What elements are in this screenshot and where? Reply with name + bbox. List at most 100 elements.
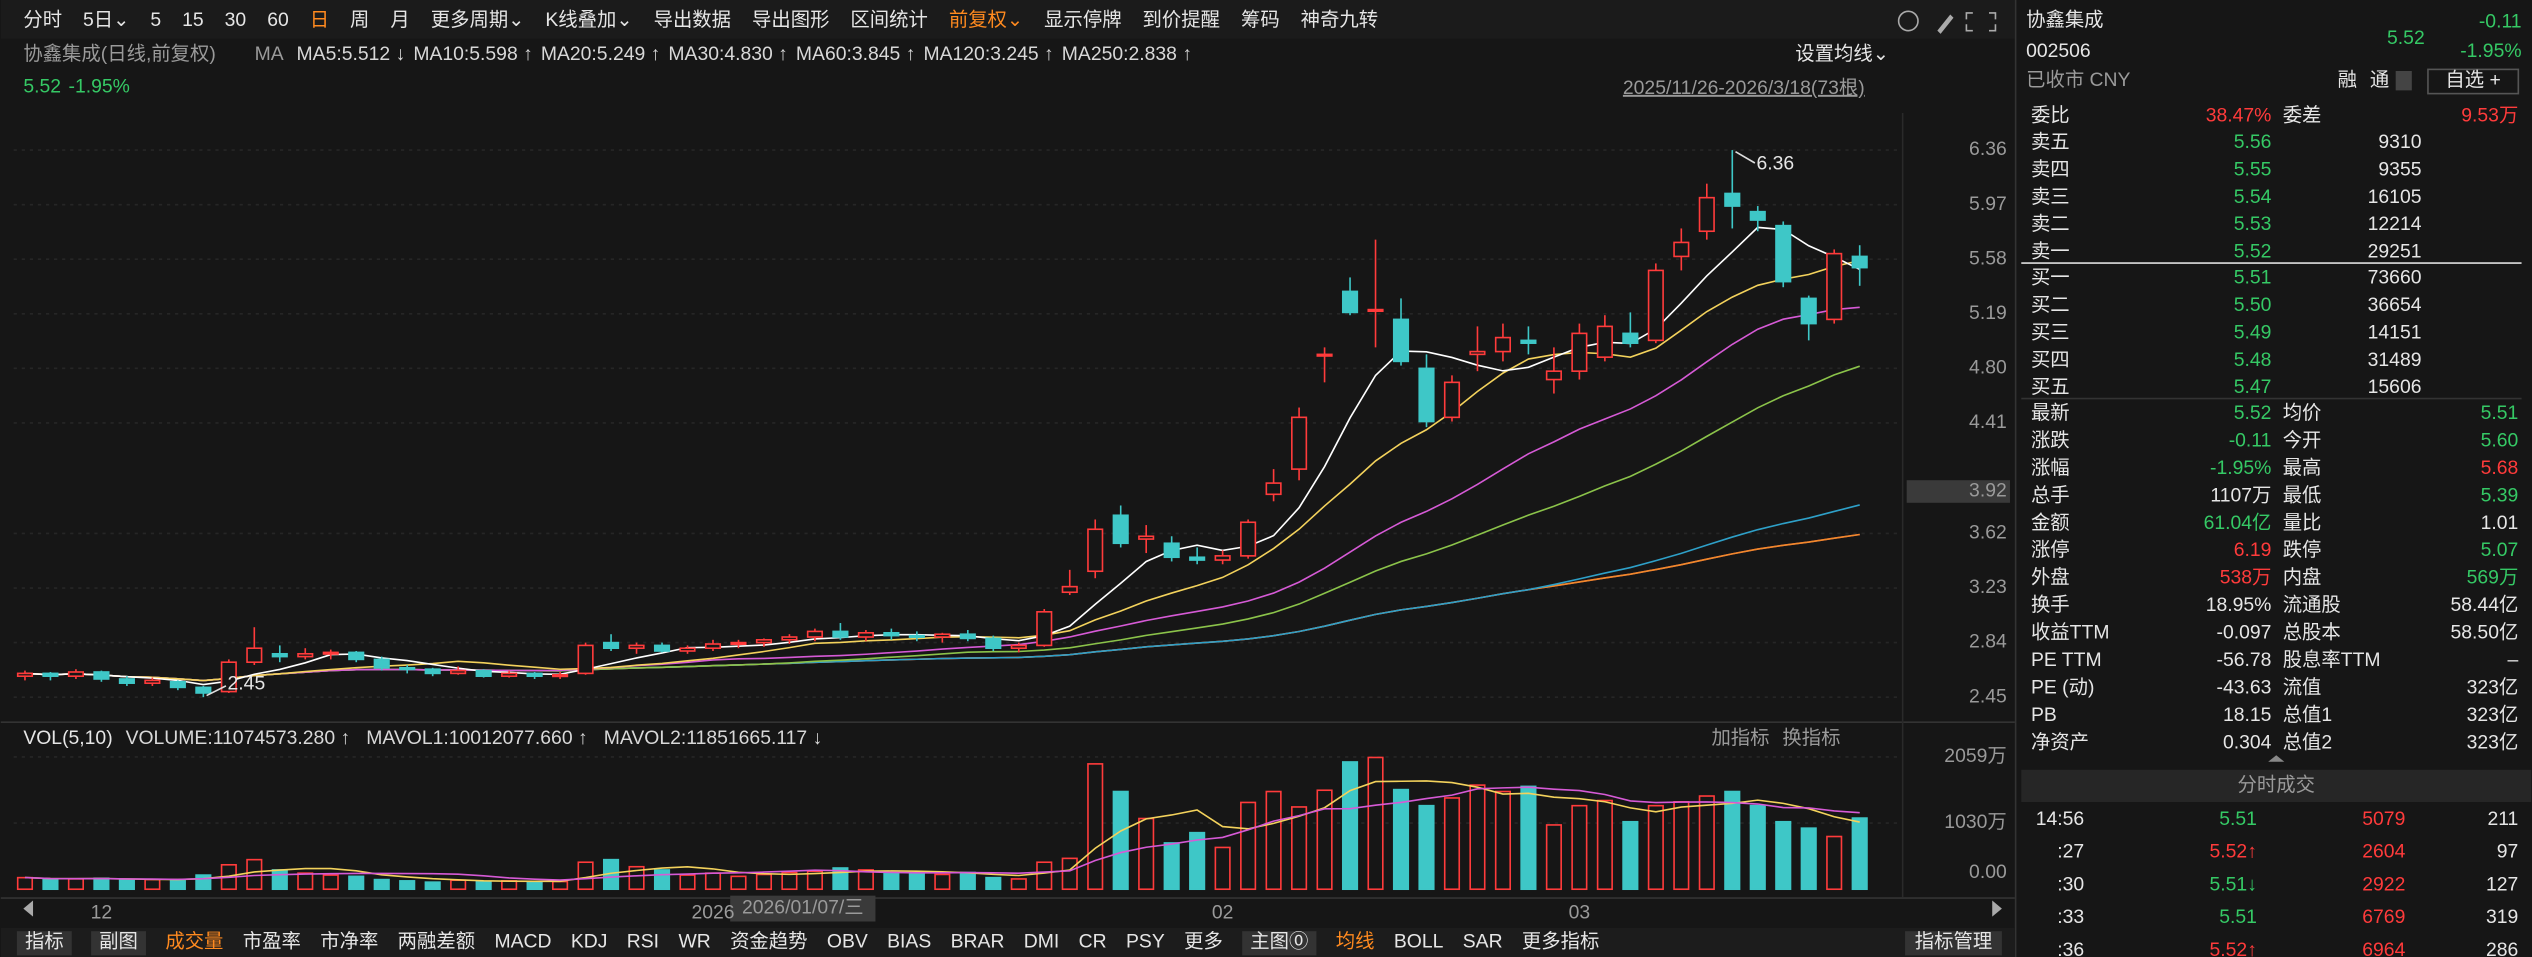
tab[interactable]: MACD xyxy=(494,931,551,953)
stat-value: 569万 xyxy=(2467,567,2519,589)
candle-body xyxy=(424,668,441,675)
brush-icon[interactable] xyxy=(1937,14,1954,34)
tab[interactable]: 成交量 xyxy=(165,931,223,953)
candle-body xyxy=(602,641,620,650)
book-price: 5.51 xyxy=(2234,266,2272,288)
watchlist-button[interactable] xyxy=(2427,68,2520,95)
tab[interactable]: BRAR xyxy=(951,931,1005,953)
tab[interactable]: 更多 xyxy=(1184,931,1223,953)
tab[interactable]: 副图 xyxy=(99,931,138,953)
stock-code: 002506 xyxy=(2026,40,2091,62)
quote-button[interactable]: 融 xyxy=(2338,69,2357,91)
book-price: 5.56 xyxy=(2234,131,2272,153)
candle-body xyxy=(1138,535,1155,540)
tab[interactable]: SAR xyxy=(1463,931,1503,953)
toolbar-item[interactable]: 更多周期⌄ xyxy=(431,9,525,31)
menu-icon[interactable] xyxy=(1897,10,1919,32)
candle-body xyxy=(1775,224,1792,283)
candle-body xyxy=(1698,196,1715,233)
stat-label: 外盘 xyxy=(2031,567,2070,589)
tab[interactable]: 市净率 xyxy=(320,931,378,953)
trade-time: :36 xyxy=(2057,939,2084,957)
tab[interactable]: KDJ xyxy=(571,931,608,953)
book-label: 买五 xyxy=(2031,376,2070,398)
tab[interactable]: 两融差额 xyxy=(398,931,475,953)
volume-bar xyxy=(1163,842,1180,891)
stat-label: 总值2 xyxy=(2283,731,2333,753)
settings[interactable]: 设置均线⌄ xyxy=(1795,43,1889,65)
candle-body xyxy=(1826,252,1843,321)
stat-label: 内盘 xyxy=(2283,567,2322,589)
tab[interactable]: RSI xyxy=(627,931,659,953)
volume-bar xyxy=(1571,804,1588,891)
toolbar-item[interactable]: 筹码 xyxy=(1241,9,1280,31)
candle-body xyxy=(1367,308,1384,313)
toolbar-item[interactable]: 周 xyxy=(350,9,369,31)
stat-label: 收益TTM xyxy=(2031,622,2109,644)
toolbar-item[interactable]: 60 xyxy=(267,9,289,31)
toolbar-item[interactable]: 月 xyxy=(390,9,409,31)
volume-bar xyxy=(1061,857,1078,891)
candle-body xyxy=(704,643,722,650)
tab[interactable]: BIAS xyxy=(887,931,931,953)
toolbar-item[interactable]: 到价提醒 xyxy=(1143,9,1220,31)
toolbar-item[interactable]: 15 xyxy=(182,9,204,31)
collapse-icon[interactable] xyxy=(2268,755,2285,762)
indicator-tool[interactable]: 加指标 xyxy=(1711,727,1769,749)
tab[interactable]: CR xyxy=(1079,931,1107,953)
indicator-tool[interactable]: 换指标 xyxy=(1782,727,1840,749)
candle-body xyxy=(1443,381,1461,419)
volume-bar xyxy=(297,872,314,891)
toolbar-item[interactable]: 导出数据 xyxy=(654,9,731,31)
tab[interactable]: WR xyxy=(678,931,710,953)
toolbar-item[interactable]: 导出图形 xyxy=(752,9,829,31)
quote-button[interactable]: 自选 + xyxy=(2445,69,2500,91)
volume-bar xyxy=(348,875,365,891)
tab[interactable]: OBV xyxy=(827,931,868,953)
book-label: 委比 xyxy=(2031,104,2070,126)
toolbar-item[interactable]: 5 xyxy=(150,9,161,31)
trade-price: 5.51↓ xyxy=(2210,873,2257,895)
trade-time: :27 xyxy=(2057,841,2084,863)
quote-button[interactable]: 通 xyxy=(2370,69,2389,91)
manage-button[interactable]: 指标管理 xyxy=(1915,931,1992,953)
toolbar-item[interactable]: 神奇九转 xyxy=(1301,9,1378,31)
tab[interactable]: BOLL xyxy=(1394,931,1444,953)
toolbar-item[interactable]: 日 xyxy=(310,9,329,31)
toolbar-item[interactable]: 5日⌄ xyxy=(83,9,129,31)
candle-body xyxy=(1265,482,1282,496)
ma-legend: MA5:5.512 ↓ xyxy=(297,43,406,65)
volume-bar xyxy=(1214,846,1231,891)
toolbar-item[interactable]: 区间统计 xyxy=(850,9,927,31)
tab[interactable]: 指标 xyxy=(25,931,64,953)
trade-count: 211 xyxy=(2487,808,2518,830)
volume-title: VOL(5,10) xyxy=(23,727,112,749)
tab[interactable]: DMI xyxy=(1024,931,1060,953)
candle-body xyxy=(908,634,925,639)
bell-icon[interactable] xyxy=(2395,71,2412,91)
toolbar-item[interactable]: 显示停牌 xyxy=(1044,9,1121,31)
book-price: 5.47 xyxy=(2234,376,2272,398)
tab[interactable]: 均线 xyxy=(1336,931,1375,953)
toolbar-item[interactable]: 30 xyxy=(225,9,247,31)
stat-value: 323亿 xyxy=(2467,704,2519,726)
tab[interactable]: 资金趋势 xyxy=(730,931,807,953)
candle-body xyxy=(297,652,314,658)
volume-bar xyxy=(959,871,976,891)
toolbar-item[interactable]: 分时 xyxy=(23,9,62,31)
price: 5.52 xyxy=(2387,27,2425,49)
tab[interactable]: 主图⓪ xyxy=(1250,931,1308,953)
fullscreen-icon[interactable] xyxy=(1965,12,1997,32)
y-tick-label: 5.19 xyxy=(1969,302,2007,324)
toolbar-item[interactable]: 前复权⌄ xyxy=(949,9,1023,31)
candle-body xyxy=(526,672,543,677)
volume-bar xyxy=(1749,804,1766,891)
stat-label: 总手 xyxy=(2031,484,2070,506)
toolbar-item[interactable]: K线叠加⌄ xyxy=(545,9,632,31)
tab[interactable]: PSY xyxy=(1126,931,1165,953)
tab[interactable]: 更多指标 xyxy=(1522,931,1599,953)
volume-bar xyxy=(1291,806,1308,891)
volume-bar xyxy=(806,870,823,891)
tab[interactable]: 市盈率 xyxy=(243,931,301,953)
trade-count: 319 xyxy=(2486,906,2518,928)
